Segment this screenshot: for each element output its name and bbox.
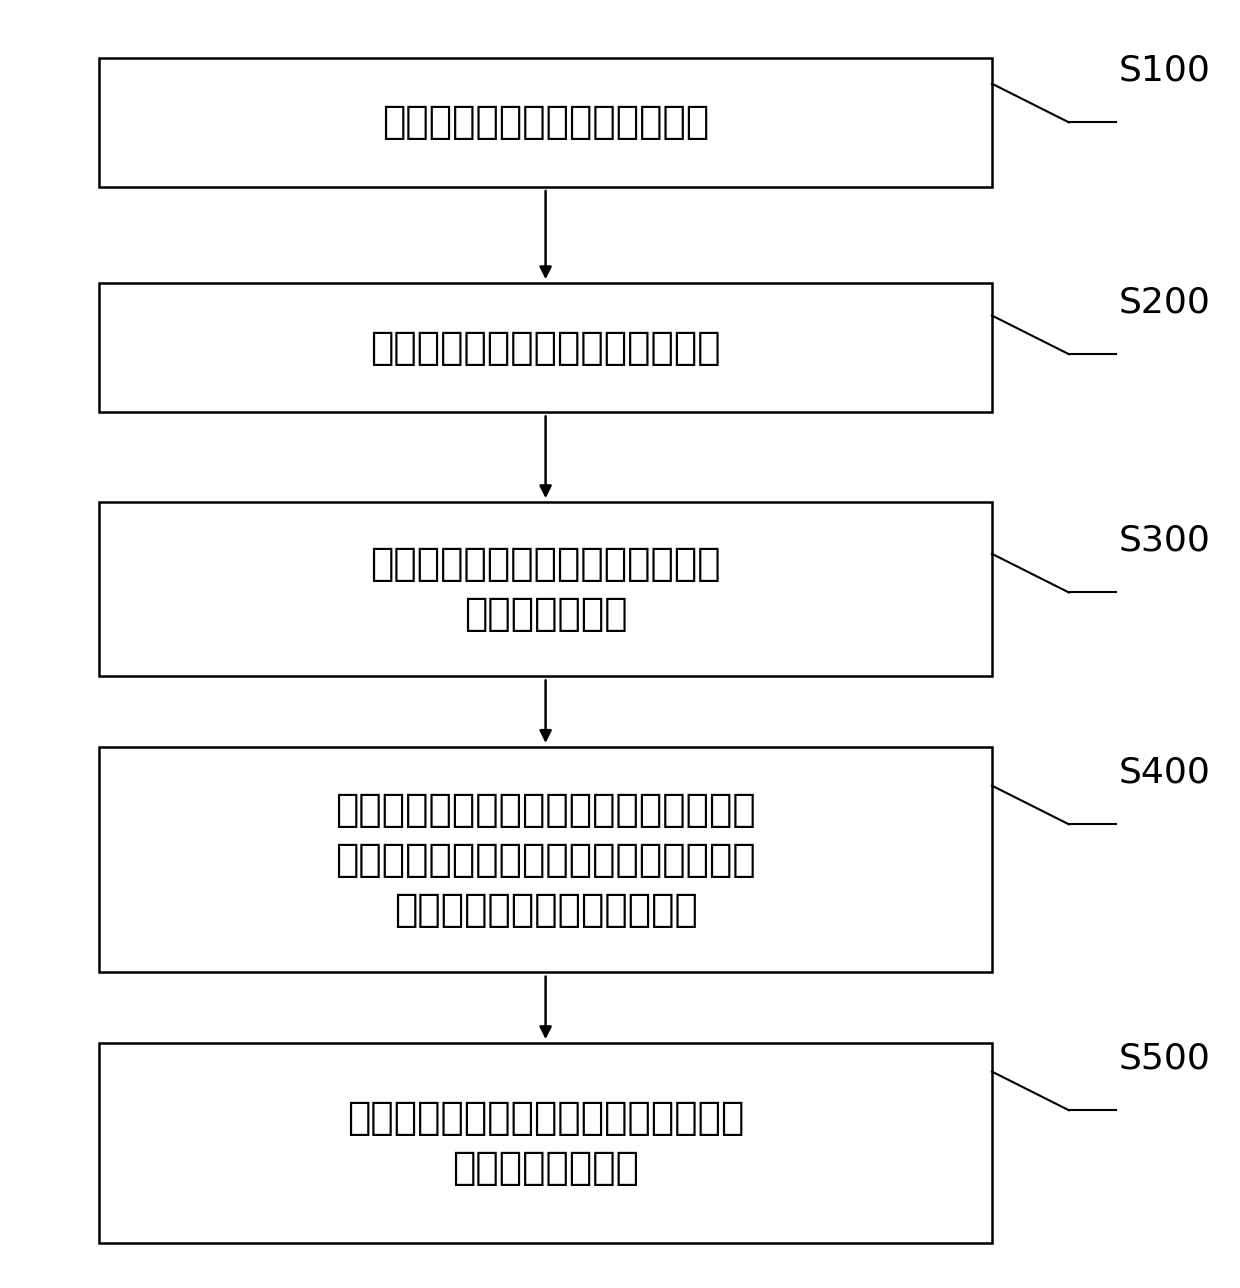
- Text: S200: S200: [1118, 286, 1210, 319]
- Text: 获取发电系统单位时间的发电信息: 获取发电系统单位时间的发电信息: [371, 328, 720, 367]
- Text: 获取负载单位时间所需用电信息: 获取负载单位时间所需用电信息: [382, 103, 709, 142]
- Text: S300: S300: [1118, 524, 1210, 558]
- Text: 基于优化目标对获取的所需用电信息、发
电信息和锂电池和超级电容单位时间提供
的电信息建立多目标优化模型: 基于优化目标对获取的所需用电信息、发 电信息和锂电池和超级电容单位时间提供 的电…: [335, 791, 756, 929]
- Text: S100: S100: [1118, 54, 1210, 88]
- Text: S400: S400: [1118, 756, 1210, 790]
- Text: 根据多目标优化模型得到优化的锂电池
和超级电容的容量: 根据多目标优化模型得到优化的锂电池 和超级电容的容量: [347, 1099, 744, 1188]
- FancyBboxPatch shape: [99, 283, 992, 412]
- FancyBboxPatch shape: [99, 747, 992, 972]
- FancyBboxPatch shape: [99, 502, 992, 676]
- FancyBboxPatch shape: [99, 1043, 992, 1243]
- Text: 分别获取锂电池和超级电容单位时
间提供的电信息: 分别获取锂电池和超级电容单位时 间提供的电信息: [371, 545, 720, 634]
- Text: S500: S500: [1118, 1042, 1210, 1075]
- FancyBboxPatch shape: [99, 58, 992, 187]
